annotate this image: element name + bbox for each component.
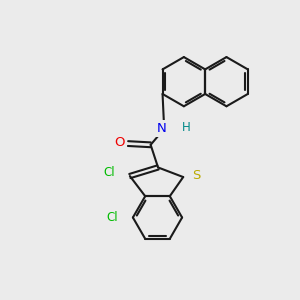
Text: N: N: [157, 122, 166, 135]
Text: Cl: Cl: [106, 211, 118, 224]
Text: H: H: [182, 121, 191, 134]
Text: S: S: [193, 169, 201, 182]
Text: Cl: Cl: [103, 166, 115, 179]
Text: O: O: [114, 136, 125, 149]
